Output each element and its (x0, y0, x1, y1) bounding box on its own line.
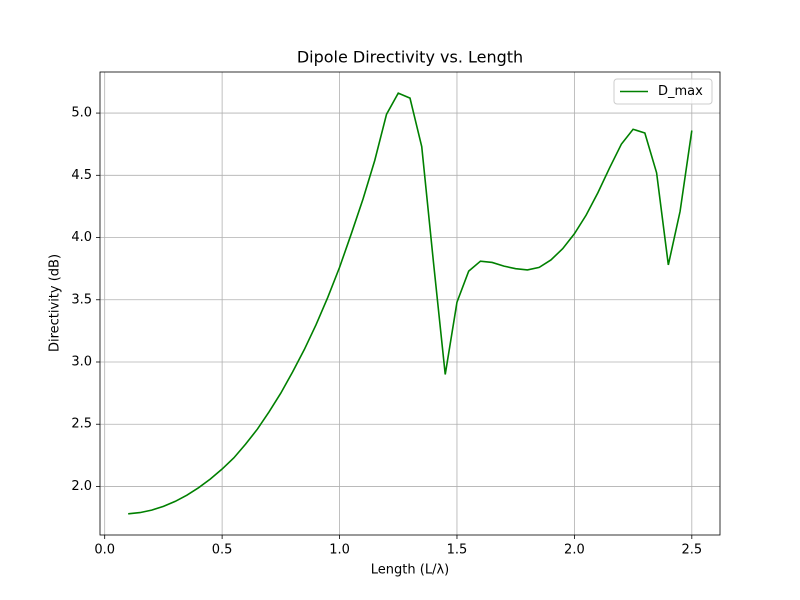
chart-title: Dipole Directivity vs. Length (297, 48, 523, 67)
line-series (128, 92, 693, 515)
y-tick-label: 3.0 (71, 354, 92, 369)
x-tick-label: 1.5 (447, 543, 468, 558)
legend-label: D_max (658, 84, 703, 99)
legend-box (613, 78, 713, 105)
y-axis-label: Directivity (dB) (48, 254, 63, 352)
y-tick-label: 4.5 (71, 168, 92, 183)
x-tick-label: 2.5 (681, 543, 702, 558)
y-tick-label: 2.5 (71, 417, 92, 432)
y-tick-label: 5.0 (71, 106, 92, 121)
x-tick-label: 0.0 (94, 543, 115, 558)
y-tick-label: 2.0 (71, 479, 92, 494)
x-tick-label: 2.0 (564, 543, 585, 558)
x-tick-label: 1.0 (329, 543, 350, 558)
y-tick-label: 4.0 (71, 230, 92, 245)
x-axis-label: Length (L/λ) (371, 563, 449, 578)
y-tick-label: 3.5 (71, 292, 92, 307)
x-tick-label: 0.5 (212, 543, 233, 558)
plot-frame (99, 71, 721, 536)
